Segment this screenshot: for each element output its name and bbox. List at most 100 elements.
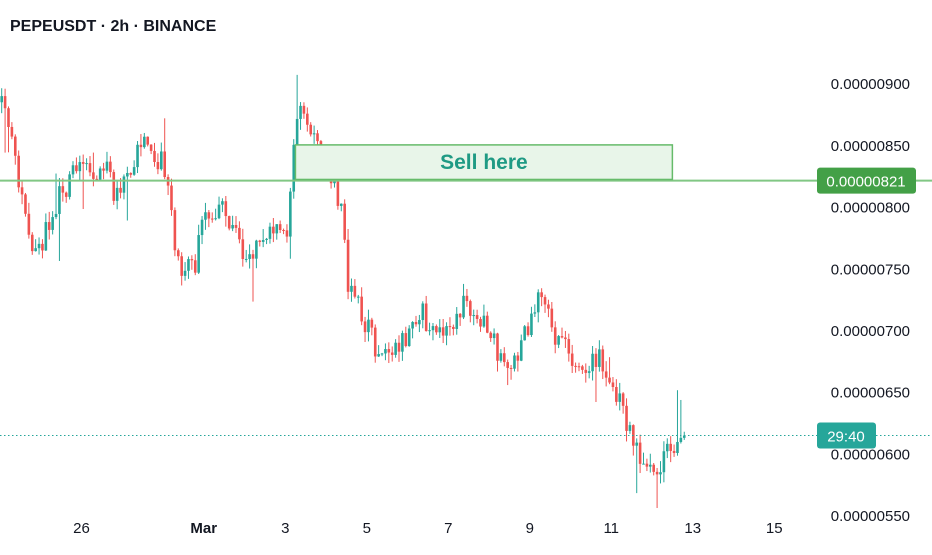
candle	[0, 96, 3, 103]
candle	[448, 326, 452, 328]
candle	[227, 216, 231, 229]
candle	[363, 321, 367, 333]
candle	[526, 326, 530, 336]
candle	[356, 296, 360, 298]
candle	[543, 297, 547, 305]
candle	[27, 213, 31, 235]
candle	[156, 162, 160, 170]
candle	[445, 326, 448, 336]
candle	[71, 165, 75, 175]
candle	[516, 355, 520, 361]
candle	[550, 308, 554, 328]
candle	[380, 353, 384, 355]
candle	[248, 254, 251, 259]
candle	[540, 292, 543, 298]
candle	[591, 353, 594, 372]
candle	[302, 105, 306, 114]
candle	[587, 371, 591, 373]
candle	[536, 292, 540, 313]
candle	[492, 333, 496, 339]
candle	[187, 259, 190, 271]
candle	[428, 330, 431, 332]
candle	[608, 377, 611, 383]
candle	[289, 191, 292, 237]
candle	[452, 326, 455, 329]
countdown-label: 29:40	[827, 429, 865, 446]
candle	[10, 126, 14, 137]
candle	[47, 222, 51, 230]
x-tick-label: Mar	[190, 520, 217, 537]
candle	[92, 172, 95, 179]
candle	[200, 219, 204, 236]
candle	[438, 327, 442, 333]
candle	[234, 224, 238, 228]
candle	[7, 108, 10, 127]
candle	[367, 319, 370, 333]
candle	[241, 239, 245, 260]
candle	[435, 326, 438, 333]
candle	[244, 258, 248, 260]
candle	[672, 450, 676, 454]
candle	[126, 172, 129, 177]
candle	[136, 144, 139, 168]
candle	[339, 203, 343, 206]
candle	[193, 260, 197, 273]
candle	[190, 259, 194, 261]
candle	[469, 301, 472, 316]
level-price-badge	[817, 167, 916, 194]
candle	[462, 295, 465, 318]
candle	[95, 178, 99, 180]
candle	[360, 296, 363, 322]
candle	[384, 349, 387, 354]
candle	[581, 366, 584, 370]
candle	[506, 362, 509, 368]
y-axis: 0.00000900 0.00000850 0.00000800 0.00000750…	[831, 76, 910, 525]
x-axis: 26 Mar 3 5 7 9 11 13 15	[73, 520, 782, 537]
candle	[119, 187, 122, 193]
candle	[414, 322, 418, 325]
y-tick-label: 0.00000750	[831, 261, 910, 278]
level-price-label: 0.00000821	[826, 174, 905, 191]
candle	[574, 365, 577, 367]
candle	[475, 315, 479, 319]
candle	[669, 443, 672, 451]
candle	[231, 224, 234, 229]
candle	[282, 229, 285, 231]
candle	[210, 218, 214, 220]
candle	[261, 240, 265, 242]
candle	[611, 382, 615, 388]
candle	[519, 340, 523, 361]
candle	[421, 303, 425, 321]
y-tick-label: 0.00000600	[831, 446, 910, 463]
candle	[24, 194, 27, 214]
candle	[64, 192, 68, 197]
candle	[146, 136, 150, 145]
candle	[659, 472, 662, 475]
candle	[638, 442, 642, 464]
y-tick-label: 0.00000650	[831, 385, 910, 402]
candle	[649, 464, 652, 467]
candle	[502, 353, 506, 363]
candle	[567, 339, 571, 354]
candle	[238, 227, 241, 240]
candle	[122, 176, 126, 193]
candle	[153, 150, 156, 163]
candle	[278, 224, 282, 230]
candle	[105, 161, 109, 171]
candle	[37, 243, 41, 249]
candle	[394, 342, 397, 355]
candle	[496, 333, 499, 361]
candle	[265, 238, 268, 241]
candle	[112, 172, 116, 201]
candle	[275, 224, 279, 234]
candle	[679, 437, 683, 442]
candle	[482, 315, 486, 327]
candle	[292, 144, 296, 192]
candle	[129, 172, 133, 175]
candle	[397, 342, 401, 352]
y-tick-label: 0.00000900	[831, 76, 910, 93]
candle	[513, 355, 516, 369]
candle	[564, 337, 567, 340]
